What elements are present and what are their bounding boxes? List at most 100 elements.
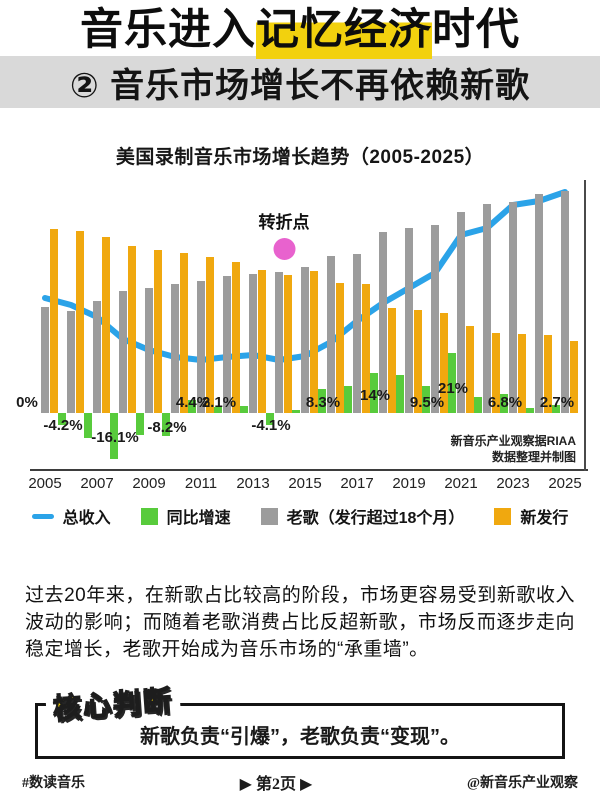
bar-new-release-2014: [283, 275, 292, 413]
x-tick-2005: 2005: [28, 475, 62, 492]
bar-old-songs-2010: [171, 284, 179, 413]
bar-growth-2009: [136, 413, 145, 435]
growth-label-2014: -4.1%: [251, 417, 291, 434]
page-title: 音乐进入记忆经济时代: [0, 6, 600, 59]
page-title-prefix: 音乐进入: [80, 7, 256, 54]
footer-hashtag: #数读音乐: [22, 776, 85, 791]
bar-new-release-2020: [439, 313, 448, 413]
bar-growth-2019: [396, 374, 405, 413]
bar-old-songs-2025: [561, 191, 569, 413]
bar-old-songs-2011: [197, 281, 205, 413]
turning-point-dot: [273, 238, 295, 260]
x-tick-2025: 2025: [548, 475, 582, 492]
page-title-suffix: 时代: [432, 7, 520, 54]
bar-old-songs-2022: [483, 204, 491, 413]
core-judgment-box: 核心判断 新歌负责“引爆”，老歌负责“变现”。: [35, 677, 565, 759]
turning-point-annotation: 转折点: [259, 208, 310, 260]
legend-item-growth: 同比增速: [140, 504, 231, 528]
bar-growth-2021: [448, 353, 457, 413]
legend-item-total-revenue: 总收入: [31, 504, 111, 528]
bar-growth-2013: [240, 405, 249, 413]
bar-old-songs-2018: [379, 232, 387, 413]
page-subtitle: ② 音乐市场增长不再依赖新歌: [69, 66, 531, 105]
revenue-chart: 转折点 新音乐产业观察据RIAA 数据整理并制图 0% -4.2% -16.1% -8…: [0, 176, 600, 492]
chart-legend: 总收入 同比增速 老歌（发行超过18个月） 新发行: [0, 504, 600, 528]
bar-new-release-2008: [127, 246, 136, 413]
bar-growth-2014: [266, 413, 275, 425]
bar-growth-2025: [552, 405, 561, 413]
growth-label-2010: -8.2%: [147, 419, 187, 436]
bar-old-songs-2008: [119, 291, 127, 413]
bar-new-release-2025: [569, 341, 578, 413]
bar-old-songs-2005: [41, 307, 49, 413]
bar-new-release-2024: [543, 335, 552, 413]
bar-new-release-2006: [75, 231, 84, 413]
chart-right-border: [584, 180, 586, 471]
chart-plot-area: 转折点 新音乐产业观察据RIAA 数据整理并制图 0% -4.2% -16.1% -8…: [16, 176, 588, 492]
bar-old-songs-2012: [223, 276, 231, 413]
growth-label-2006: -4.2%: [43, 417, 83, 434]
line-swatch-icon: [31, 513, 54, 519]
subtitle-band: ② 音乐市场增长不再依赖新歌: [0, 56, 600, 108]
bar-old-songs-2015: [301, 267, 309, 413]
bar-new-release-2017: [361, 284, 370, 413]
bar-growth-2020: [422, 385, 431, 413]
bar-old-songs-2017: [353, 254, 361, 413]
bar-growth-2016: [318, 389, 327, 413]
bar-new-release-2022: [491, 333, 500, 413]
x-axis-line: [30, 469, 588, 471]
bar-new-release-2021: [465, 326, 474, 413]
bar-new-release-2009: [153, 250, 162, 413]
growth-label-2025: 2.7%: [539, 394, 575, 411]
bar-growth-2011: [188, 400, 197, 413]
growth-label-2012: 2.1%: [201, 394, 237, 411]
bar-old-songs-2021: [457, 212, 465, 413]
bar-new-release-2019: [413, 310, 422, 413]
bar-new-release-2013: [257, 270, 266, 413]
bar-new-release-2010: [179, 253, 188, 413]
legend-item-old-songs: 老歌（发行超过18个月）: [260, 504, 465, 528]
bar-old-songs-2009: [145, 288, 153, 413]
footer-page-indicator: ▶ 第2页 ▶: [239, 776, 313, 793]
x-tick-2021: 2021: [444, 475, 478, 492]
bar-new-release-2007: [101, 237, 110, 413]
bar-growth-2017: [344, 386, 353, 413]
bar-new-release-2011: [205, 257, 214, 413]
turning-point-label: 转折点: [258, 213, 310, 232]
legend-label: 同比增速: [166, 510, 231, 527]
core-judgment-text: 新歌负责“引爆”，老歌负责“变现”。: [140, 725, 460, 748]
bar-growth-2023: [500, 393, 509, 413]
source-note-line1: 新音乐产业观察据RIAA: [450, 434, 576, 448]
bar-old-songs-2014: [275, 272, 283, 413]
green-square-icon: [140, 507, 158, 525]
growth-label-2020: 9.5%: [409, 394, 445, 411]
page-title-highlighted: 记忆经济: [256, 7, 432, 59]
growth-label-2011: 4.4%: [175, 394, 211, 411]
source-note-line2: 数据整理并制图: [491, 449, 576, 464]
x-tick-2019: 2019: [392, 475, 426, 492]
growth-label-2005: 0%: [16, 394, 38, 411]
bar-new-release-2018: [387, 308, 396, 413]
bar-new-release-2016: [335, 283, 344, 413]
bar-old-songs-2016: [327, 256, 335, 413]
bar-growth-2012: [214, 407, 223, 413]
bar-growth-2006: [58, 413, 67, 425]
bar-growth-2024: [526, 408, 535, 413]
bar-growth-2015: [292, 410, 301, 413]
chart-title: 美国录制音乐市场增长趋势（2005-2025）: [115, 147, 485, 168]
bar-growth-2010: [162, 413, 171, 437]
bar-new-release-2012: [231, 262, 240, 413]
legend-label: 老歌（发行超过18个月）: [286, 510, 465, 527]
x-tick-2015: 2015: [288, 475, 322, 492]
bar-old-songs-2019: [405, 228, 413, 413]
yellow-square-icon: [494, 507, 512, 525]
bar-old-songs-2006: [67, 311, 75, 413]
x-tick-2017: 2017: [340, 475, 374, 492]
growth-label-2018: 14%: [359, 387, 391, 404]
gray-square-icon: [260, 507, 278, 525]
bar-old-songs-2023: [509, 202, 517, 413]
x-tick-2013: 2013: [236, 475, 270, 492]
x-tick-2023: 2023: [496, 475, 530, 492]
bar-growth-2008: [110, 413, 119, 459]
bar-new-release-2023: [517, 334, 526, 413]
